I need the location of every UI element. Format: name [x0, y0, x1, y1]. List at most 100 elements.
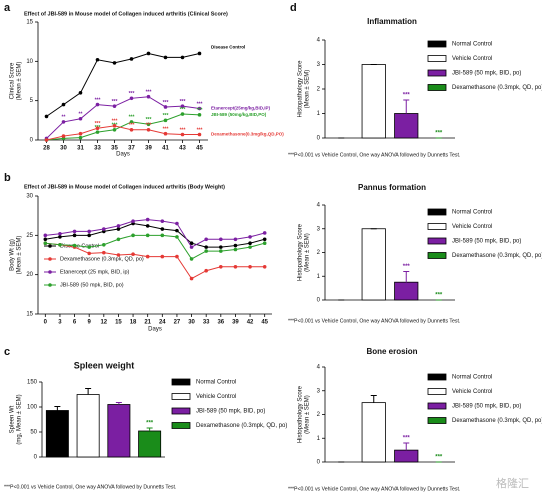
x-tick-label: 30 — [188, 320, 195, 326]
data-point — [131, 252, 135, 257]
error-bar — [146, 427, 153, 431]
y-tick-label: 2 — [317, 250, 321, 256]
error-bar — [54, 406, 61, 411]
y-tick-label: 30 — [26, 194, 33, 200]
data-point — [233, 265, 238, 269]
data-point — [160, 233, 165, 238]
significance: *** — [180, 107, 186, 113]
data-point — [219, 237, 223, 242]
data-point — [248, 235, 252, 239]
data-point — [44, 138, 49, 142]
data-point — [145, 217, 150, 222]
chart-title: Bone erosion — [366, 347, 417, 356]
legend-swatch — [427, 402, 447, 410]
data-point — [160, 219, 165, 223]
legend-label: Normal Control — [452, 375, 492, 381]
legend-marker — [48, 257, 52, 261]
data-point — [78, 135, 83, 140]
data-point — [163, 105, 168, 109]
data-point — [189, 241, 194, 245]
data-point — [145, 254, 150, 259]
data-point — [61, 134, 66, 138]
data-point — [78, 91, 83, 95]
data-point — [204, 268, 208, 273]
y-tick-label: 4 — [317, 365, 321, 371]
data-point — [131, 233, 135, 238]
data-point — [95, 102, 100, 107]
data-point — [262, 237, 267, 242]
error-bar — [85, 388, 92, 395]
data-point — [197, 106, 202, 111]
significance: *** — [129, 91, 135, 97]
series-line — [46, 52, 200, 117]
x-tick-label: 28 — [43, 146, 50, 152]
x-axis-label: Days — [148, 327, 162, 333]
y-tick-label: 25 — [26, 233, 33, 239]
y-tick-label: 2 — [317, 412, 321, 418]
significance: *** — [197, 108, 203, 114]
y-tick-label: 1 — [317, 111, 321, 117]
data-point — [146, 94, 151, 99]
legend-swatch — [427, 388, 447, 395]
legend-label: JBI-589 (50 mpk, BID, po) — [452, 239, 521, 245]
data-point — [189, 257, 194, 261]
data-point — [248, 241, 252, 245]
x-tick-label: 21 — [144, 320, 151, 326]
data-point — [180, 104, 185, 108]
data-point — [160, 227, 165, 231]
data-point — [87, 233, 91, 238]
x-tick-label: 45 — [261, 320, 268, 326]
data-point — [197, 132, 202, 137]
significance: *** — [197, 127, 203, 133]
x-tick-label: 39 — [145, 146, 152, 152]
series-label: Disease Control — [211, 45, 245, 50]
significance: *** — [403, 436, 411, 442]
watermark: 格隆汇 — [496, 476, 529, 490]
y-axis-label: Histopathology Score — [298, 223, 304, 281]
data-point — [219, 265, 223, 269]
y-axis-label: (Mean ± SEM) — [305, 395, 311, 434]
series-line — [45, 234, 265, 260]
error-bar — [403, 442, 410, 451]
data-point — [219, 249, 223, 253]
data-point — [87, 229, 91, 234]
x-tick-label: 41 — [162, 146, 169, 152]
data-point — [180, 112, 185, 116]
data-point — [233, 237, 238, 242]
significance: ** — [62, 115, 66, 121]
bar — [361, 64, 386, 139]
legend-label: Vehicle Control — [196, 394, 236, 400]
panel-label: d — [290, 2, 297, 14]
y-tick-label: 20 — [26, 272, 33, 278]
series-line — [46, 125, 200, 141]
legend-label: JBI-589 (50 mpk, BID, po) — [452, 71, 521, 77]
data-point — [180, 55, 185, 60]
y-tick-label: 0 — [317, 136, 321, 142]
legend-label: Dexamethasone (0.3mpk, QD, po) — [452, 253, 542, 259]
legend-swatch — [427, 208, 447, 216]
data-point — [95, 57, 100, 62]
data-point — [175, 221, 179, 226]
data-point — [72, 233, 77, 238]
data-point — [43, 237, 48, 242]
legend-swatch — [427, 417, 447, 424]
data-point — [87, 245, 91, 249]
data-point — [160, 254, 165, 259]
significance: *** — [435, 455, 443, 461]
data-point — [189, 245, 194, 249]
y-tick-label: 0 — [34, 455, 38, 461]
legend-label: Dexamethasone (0.3mpk, QD, po) — [452, 85, 542, 91]
significance: *** — [435, 131, 443, 137]
series-label: Etanercept(25mg/kg,BID,IP) — [211, 106, 271, 111]
data-point — [112, 104, 117, 108]
series-line — [45, 242, 265, 280]
y-tick-label: 3 — [317, 388, 321, 394]
legend-label: Vehicle Control — [452, 56, 492, 62]
x-tick-label: 24 — [159, 320, 166, 326]
footnote: ***P<0.001 vs Vehicle Control, One way A… — [288, 318, 460, 324]
chart-title: Pannus formation — [358, 183, 426, 192]
data-point — [116, 253, 121, 257]
y-axis-label: Body Wt (g) — [10, 239, 16, 271]
significance: *** — [95, 97, 101, 103]
legend-label: Normal Control — [452, 210, 492, 216]
